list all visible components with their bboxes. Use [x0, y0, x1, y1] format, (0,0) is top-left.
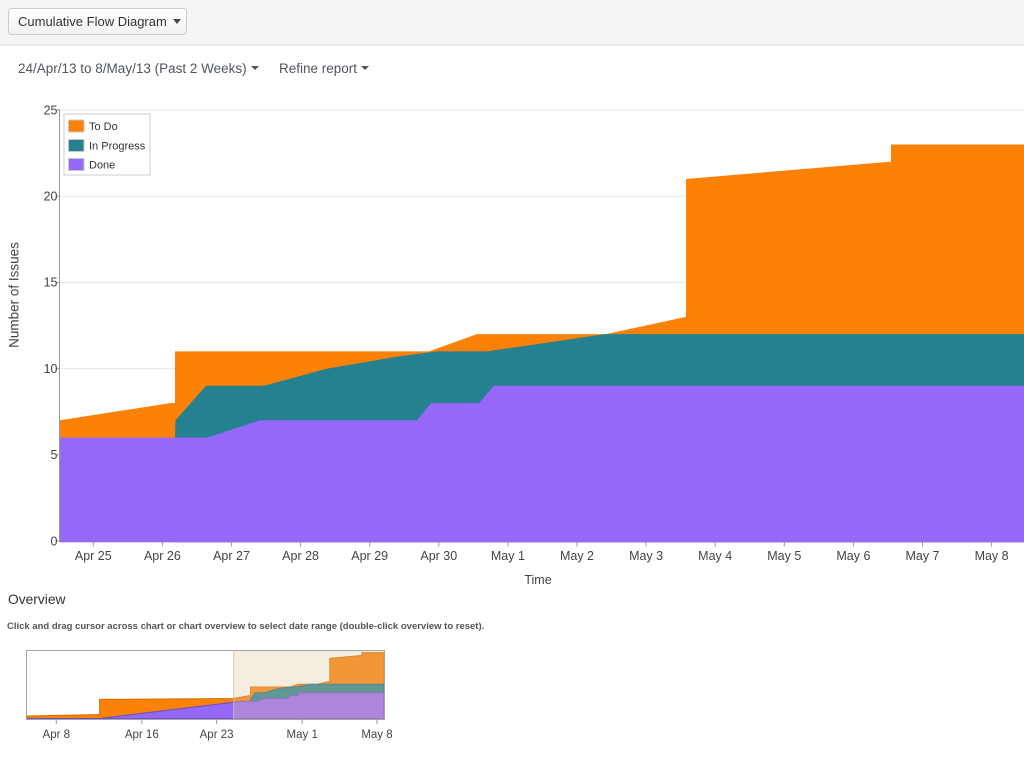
svg-text:25: 25 — [44, 103, 58, 117]
svg-text:5: 5 — [51, 448, 58, 462]
svg-text:Click and drag cursor across c: Click and drag cursor across chart or ch… — [7, 621, 484, 632]
svg-text:May 6: May 6 — [836, 549, 870, 563]
svg-text:To Do: To Do — [89, 121, 118, 133]
svg-text:Number of Issues: Number of Issues — [7, 242, 22, 348]
svg-text:15: 15 — [44, 276, 58, 290]
svg-text:Apr 23: Apr 23 — [200, 729, 234, 741]
svg-text:Apr 25: Apr 25 — [75, 549, 112, 563]
svg-text:Apr 29: Apr 29 — [351, 549, 388, 563]
svg-text:May 8: May 8 — [361, 729, 392, 741]
svg-text:Time: Time — [524, 573, 551, 587]
svg-text:May 8: May 8 — [975, 549, 1009, 563]
svg-text:Apr 26: Apr 26 — [144, 549, 181, 563]
svg-text:May 3: May 3 — [629, 549, 663, 563]
svg-text:10: 10 — [44, 362, 58, 376]
svg-text:May 2: May 2 — [560, 549, 594, 563]
svg-text:May 5: May 5 — [767, 549, 801, 563]
svg-text:Apr 27: Apr 27 — [213, 549, 250, 563]
svg-text:Apr 8: Apr 8 — [43, 729, 71, 741]
svg-text:0: 0 — [51, 534, 58, 548]
svg-text:Overview: Overview — [8, 592, 66, 607]
svg-text:May 1: May 1 — [287, 729, 318, 741]
svg-text:20: 20 — [44, 190, 58, 204]
svg-text:May 1: May 1 — [491, 549, 525, 563]
svg-text:May 7: May 7 — [905, 549, 939, 563]
svg-text:Apr 30: Apr 30 — [420, 549, 457, 563]
svg-text:May 4: May 4 — [698, 549, 732, 563]
svg-text:Done: Done — [89, 160, 115, 172]
svg-text:Apr 16: Apr 16 — [125, 729, 159, 741]
svg-text:Apr 28: Apr 28 — [282, 549, 319, 563]
svg-text:In Progress: In Progress — [89, 141, 146, 153]
